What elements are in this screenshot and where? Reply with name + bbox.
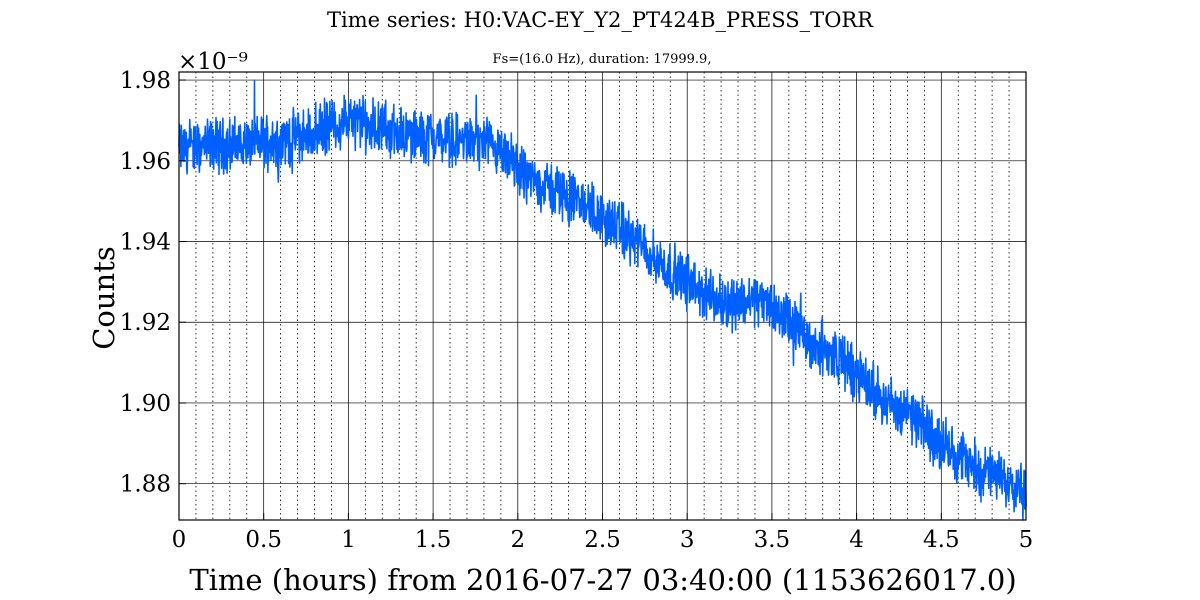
x-axis-label: Time (hours) from 2016-07-27 03:40:00 (1… xyxy=(189,563,1016,597)
chart-title: Time series: H0:VAC-EY_Y2_PT424B_PRESS_T… xyxy=(327,8,874,32)
x-tick-label: 0.5 xyxy=(245,527,282,553)
y-axis-ticks: 1.88 1.90 1.92 1.94 1.96 1.98 xyxy=(120,68,186,498)
x-tick-label: 3.5 xyxy=(754,527,791,553)
data-series xyxy=(178,79,1027,521)
y-tick-label: 1.90 xyxy=(120,391,171,417)
y-tick-label: 1.96 xyxy=(120,149,171,175)
x-tick-label: 5 xyxy=(1019,527,1034,553)
x-tick-label: 1.5 xyxy=(415,527,452,553)
x-tick-label: 0 xyxy=(172,527,187,553)
y-tick-label: 1.98 xyxy=(120,68,171,94)
y-axis-label: Counts xyxy=(87,246,121,350)
y-tick-label: 1.92 xyxy=(120,310,171,336)
chart-subtitle: Fs=(16.0 Hz), duration: 17999.9, xyxy=(493,52,712,67)
x-tick-label: 4 xyxy=(849,527,864,553)
y-axis-multiplier: ×10⁻⁹ xyxy=(178,49,248,75)
x-tick-label: 2.5 xyxy=(584,527,621,553)
x-tick-label: 4.5 xyxy=(923,527,960,553)
x-tick-label: 2 xyxy=(510,527,525,553)
x-tick-label: 3 xyxy=(680,527,695,553)
y-tick-label: 1.88 xyxy=(120,472,171,498)
series-line xyxy=(178,79,1027,521)
x-axis-ticks: 0 0.5 1 1.5 2 2.5 3 3.5 4 4.5 5 xyxy=(172,513,1034,553)
x-tick-label: 1 xyxy=(341,527,356,553)
y-tick-label: 1.94 xyxy=(120,230,171,256)
